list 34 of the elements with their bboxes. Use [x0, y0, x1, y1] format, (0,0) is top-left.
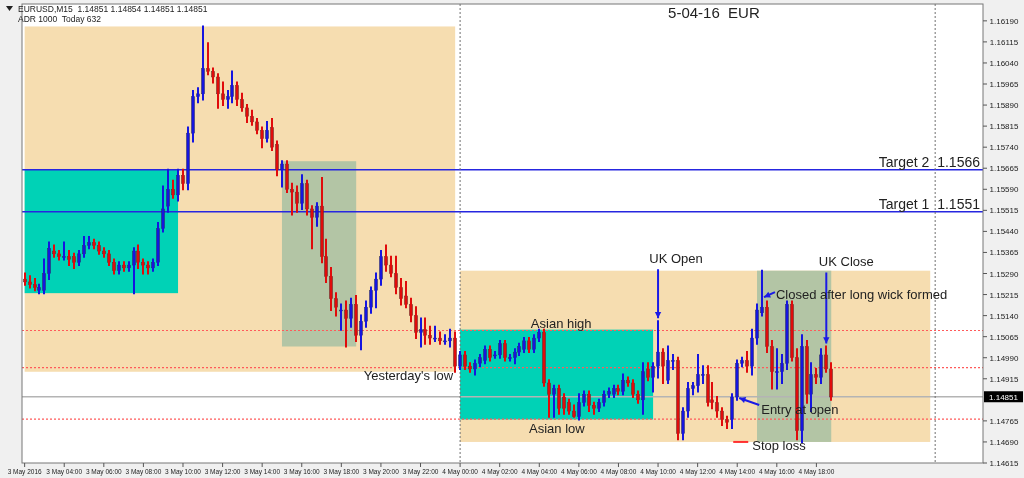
annotation: UK Close: [818, 254, 874, 270]
y-tick-label: 1.16040: [989, 58, 1020, 68]
annotation: EURUSD,M15 1.14851 1.14854 1.14851 1.14851: [18, 4, 208, 14]
y-tick-label: 1.15515: [989, 206, 1020, 216]
annotation: Yesterday's low: [363, 367, 454, 383]
y-tick-label: 1.16190: [989, 16, 1020, 26]
annotation: Asian low: [529, 421, 586, 437]
annotation: ADR 1000 Today 632: [18, 14, 102, 24]
ref-line-label: Target 2 1.1566: [878, 153, 981, 170]
y-tick-label: 1.14615: [989, 459, 1020, 468]
y-tick-label: 1.15440: [989, 227, 1020, 237]
annotation: Stop loss: [752, 437, 807, 453]
y-tick-label: 1.14915: [989, 374, 1020, 384]
y-tick-label: 1.15590: [989, 185, 1020, 195]
y-tick-label: 1.15890: [989, 101, 1020, 111]
y-tick-label: 1.14990: [989, 353, 1020, 363]
ref-line-label: 1.14851: [989, 392, 1019, 402]
y-tick-label: 1.15290: [989, 269, 1020, 279]
annotation: Entry at open: [761, 402, 839, 418]
ref-line-label: Target 1 1.1551: [878, 195, 981, 212]
annotation: Asian high: [530, 315, 592, 331]
annotation: UK Open: [649, 251, 703, 267]
y-tick-label: 1.15365: [989, 248, 1020, 258]
y-tick-label: 1.16115: [989, 37, 1019, 47]
y-tick-label: 1.14690: [989, 437, 1020, 447]
y-tick-label: 1.15065: [989, 332, 1020, 342]
y-tick-label: 1.15740: [989, 143, 1020, 153]
y-tick-label: 1.15665: [989, 164, 1020, 174]
y-tick-label: 1.15215: [989, 290, 1020, 300]
y-tick-label: 1.15965: [989, 80, 1020, 90]
y-tick-label: 1.15140: [989, 311, 1020, 321]
chart-title: 5-04-16 EUR: [668, 4, 760, 21]
y-tick-label: 1.15815: [989, 122, 1020, 132]
y-tick-label: 1.14765: [989, 416, 1020, 426]
